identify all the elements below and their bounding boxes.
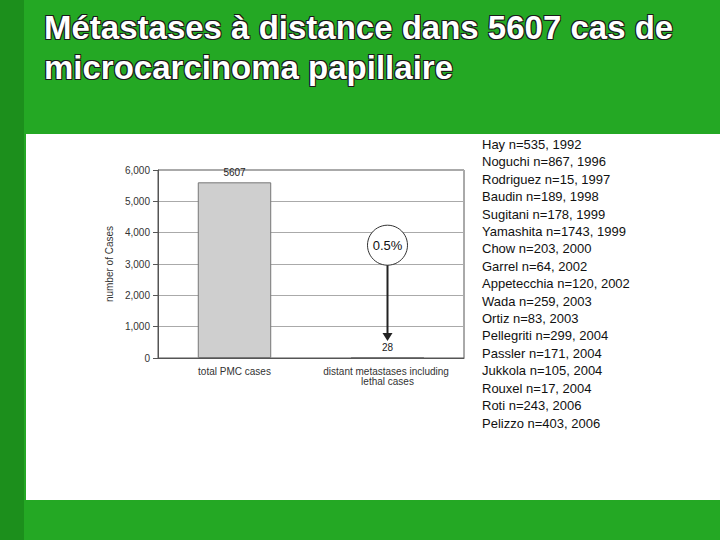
svg-text:0.5%: 0.5% <box>373 238 403 253</box>
svg-text:total PMC cases: total PMC cases <box>198 366 271 377</box>
html-text:Noguchi n=867, 1996: Noguchi n=867, 1996 <box>482 154 606 170</box>
svg-text:0: 0 <box>144 353 150 364</box>
svg-text:lethal cases: lethal cases <box>361 376 414 387</box>
html-text:Métastases à distance dans 560: Métastases à distance dans 5607 cas de m… <box>44 9 674 86</box>
svg-text:2,000: 2,000 <box>125 290 150 301</box>
html-text:Rouxel n=17, 2004: Rouxel n=17, 2004 <box>482 380 592 396</box>
svg-text:5,000: 5,000 <box>125 196 150 207</box>
svg-text:5607: 5607 <box>223 167 246 178</box>
html-text:Chow n=203, 2000: Chow n=203, 2000 <box>482 241 592 257</box>
html-text:Pellegriti n=299, 2004: Pellegriti n=299, 2004 <box>482 328 609 344</box>
svg-text:3,000: 3,000 <box>125 259 150 270</box>
html-text:Passler n=171, 2004: Passler n=171, 2004 <box>482 345 602 361</box>
html-text:Hay n=535, 1992: Hay n=535, 1992 <box>482 137 582 152</box>
html-text:Pelizzo n=403, 2006: Pelizzo n=403, 2006 <box>482 415 601 431</box>
html-text:Garrel n=64, 2002: Garrel n=64, 2002 <box>482 258 588 274</box>
html-text:Roti n=243, 2006: Roti n=243, 2006 <box>482 398 582 414</box>
html-text:Ortiz n=83, 2003: Ortiz n=83, 2003 <box>482 311 579 327</box>
html-text:Wada n=259, 2003: Wada n=259, 2003 <box>482 293 592 309</box>
svg-text:1,000: 1,000 <box>125 321 150 332</box>
svg-text:number of Cases: number of Cases <box>104 226 115 302</box>
html-text:Rodriguez n=15, 1997: Rodriguez n=15, 1997 <box>482 171 611 187</box>
html-text:Sugitani n=178, 1999: Sugitani n=178, 1999 <box>482 206 606 222</box>
html-text:Appetecchia n=120, 2002: Appetecchia n=120, 2002 <box>482 276 630 292</box>
html-text:Jukkola n=105, 2004: Jukkola n=105, 2004 <box>482 363 603 379</box>
html-text:Baudin n=189, 1998: Baudin n=189, 1998 <box>482 189 599 205</box>
svg-text:6,000: 6,000 <box>125 165 150 176</box>
svg-text:28: 28 <box>382 342 394 353</box>
svg-text:4,000: 4,000 <box>125 227 150 238</box>
html-text:Yamashita n=1743, 1999: Yamashita n=1743, 1999 <box>482 224 626 239</box>
svg-text:distant metastases including: distant metastases including <box>323 365 452 377</box>
